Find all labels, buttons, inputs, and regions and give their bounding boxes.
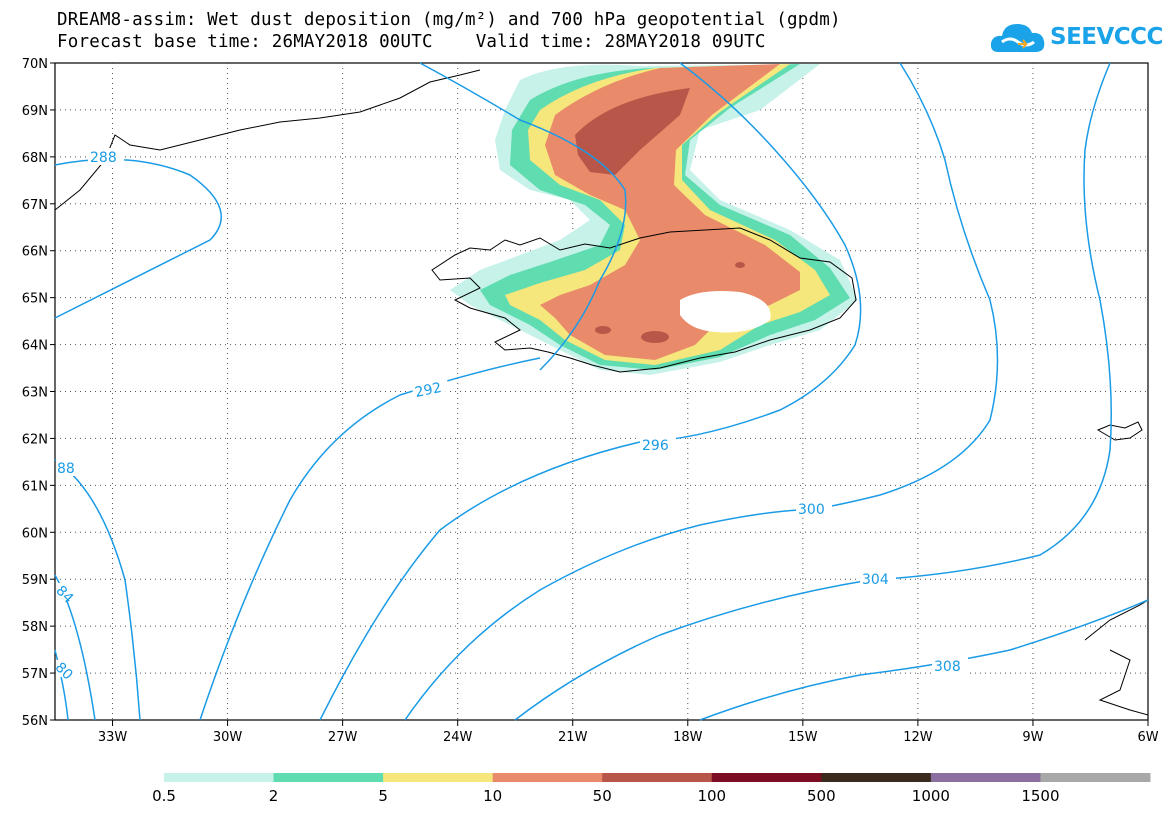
legend-label: 1500: [1021, 787, 1059, 805]
seevccc-logo: SEEVCCC: [990, 18, 1163, 58]
legend-label: 1000: [912, 787, 950, 805]
contour-label-308: 308: [934, 659, 961, 675]
axis-ticks: 33W 30W 27W 24W 21W 18W 15W 12W 9W 6W 70N 69N 68N 67N…: [22, 57, 1159, 745]
contour-288-north: [54, 158, 222, 319]
lat-tick-label: 69N: [22, 104, 48, 119]
legend-label: 100: [697, 787, 726, 805]
contour-80-west: [54, 649, 69, 721]
lon-tick-label: 30W: [213, 730, 243, 745]
legend-label: 0.5: [152, 787, 176, 805]
logo-text: SEEVCCC: [1050, 24, 1163, 50]
contour-296: [319, 441, 641, 721]
lon-tick-label: 6W: [1137, 730, 1158, 745]
geopotential-contours: [54, 62, 1149, 721]
dust-patch-50: [595, 326, 611, 334]
contour-upper-d: [869, 62, 1112, 581]
lat-tick-label: 58N: [22, 620, 48, 635]
lat-tick-label: 66N: [22, 245, 48, 260]
legend-swatch: [492, 773, 603, 782]
lon-tick-label: 18W: [673, 730, 703, 745]
chart-title-line1: DREAM8-assim: Wet dust deposition (mg/m²…: [57, 10, 841, 30]
contour-label-300: 300: [798, 502, 825, 518]
lat-tick-label: 63N: [22, 386, 48, 401]
contour-308: [699, 599, 1149, 721]
contour-label-288: 288: [90, 150, 117, 166]
legend-swatch: [930, 773, 1041, 782]
lat-tick-label: 62N: [22, 432, 48, 447]
contour-292: [199, 357, 541, 721]
legend-label: 500: [807, 787, 836, 805]
contour-upper-a: [419, 62, 627, 371]
legend-label: 10: [483, 787, 502, 805]
lon-tick-label: 27W: [328, 730, 358, 745]
color-legend: 0.5 2 5 10 50 100 500 1000 1500: [152, 773, 1151, 805]
legend-swatch: [273, 773, 384, 782]
scotland-coast: [1084, 599, 1149, 716]
contour-upper-b: [639, 62, 862, 443]
lat-tick-label: 68N: [22, 151, 48, 166]
legend-swatch: [164, 773, 275, 782]
lon-tick-label: 12W: [903, 730, 933, 745]
lat-tick-label: 56N: [22, 714, 48, 729]
contour-304: [514, 579, 871, 721]
legend-swatch: [602, 773, 713, 782]
dust-level-50: [575, 88, 690, 175]
lat-tick-label: 57N: [22, 667, 48, 682]
lat-tick-label: 64N: [22, 339, 48, 354]
lon-tick-label: 9W: [1022, 730, 1043, 745]
cloud-icon: [990, 24, 1045, 52]
lon-tick-label: 15W: [788, 730, 818, 745]
dust-deposition-shading: [450, 64, 858, 375]
dust-patch-50: [641, 331, 669, 343]
legend-label: 5: [378, 787, 388, 805]
legend-swatch: [1040, 773, 1151, 782]
contour-upper-c: [799, 62, 999, 511]
lat-tick-label: 61N: [22, 479, 48, 494]
contour-labels: 288 292 296 300 304 308 88 84 80: [52, 148, 968, 683]
legend-label: 2: [269, 787, 279, 805]
lon-tick-label: 21W: [558, 730, 588, 745]
contour-300: [404, 509, 801, 721]
contour-label-292: 292: [414, 380, 443, 401]
contour-label-88: 88: [57, 461, 75, 477]
lat-tick-label: 70N: [22, 57, 48, 72]
lat-tick-label: 59N: [22, 573, 48, 588]
lon-tick-label: 24W: [443, 730, 473, 745]
legend-label: 50: [593, 787, 612, 805]
faroe-coast: [1096, 421, 1143, 441]
dust-patch-50: [735, 262, 745, 268]
contour-label-296: 296: [642, 438, 669, 454]
greenland-coast: [54, 69, 481, 211]
legend-swatch: [711, 773, 822, 782]
lat-tick-label: 65N: [22, 292, 48, 307]
legend-swatch: [383, 773, 494, 782]
contour-label-304: 304: [862, 572, 889, 588]
chart-title-line2: Forecast base time: 26MAY2018 00UTC Vali…: [57, 32, 766, 52]
iceland-coast: [431, 227, 857, 373]
legend-swatch: [821, 773, 932, 782]
contour-88-west: [54, 459, 141, 721]
lat-tick-label: 60N: [22, 526, 48, 541]
lat-tick-label: 67N: [22, 198, 48, 213]
dust-free-area: [680, 291, 771, 333]
lon-tick-label: 33W: [98, 730, 128, 745]
